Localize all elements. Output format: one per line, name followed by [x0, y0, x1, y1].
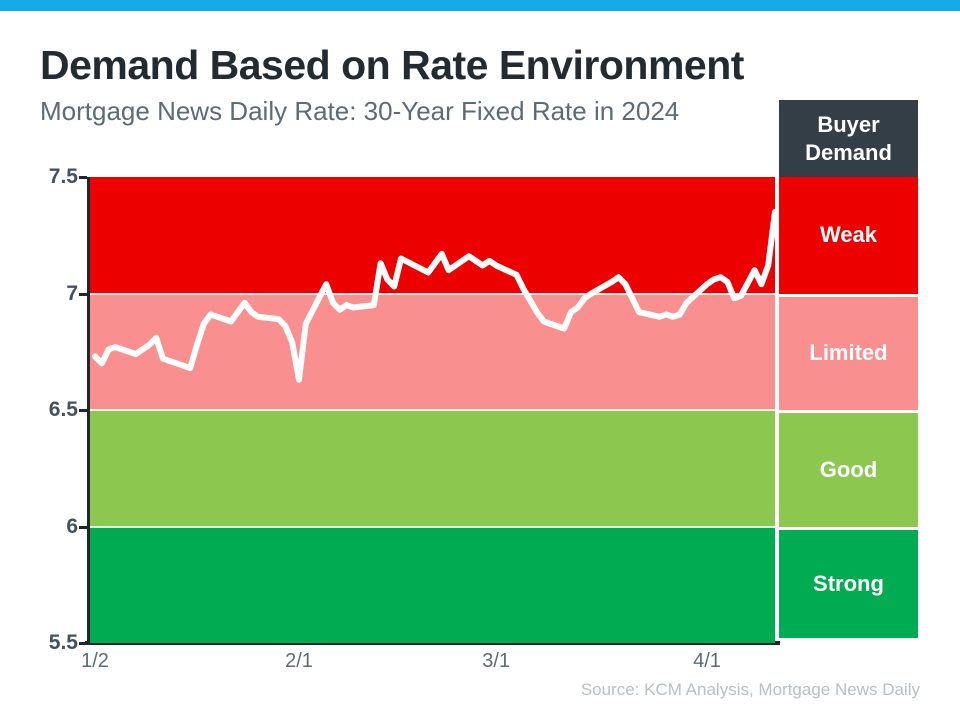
- legend-band-good: Good: [779, 413, 918, 527]
- x-axis-label-3-1: 3/1: [482, 650, 511, 672]
- x-axis-label-4-1: 4/1: [693, 650, 721, 672]
- gridline-6.5: [90, 409, 775, 411]
- page-title: Demand Based on Rate Environment: [40, 42, 744, 88]
- y-tick-5.5: [79, 642, 87, 645]
- chart-plot-area: [90, 177, 775, 643]
- y-tick-7.5: [79, 176, 87, 179]
- legend-label-weak: Weak: [819, 222, 878, 248]
- plot-band-good: [90, 410, 775, 527]
- y-axis-line: [87, 177, 90, 645]
- legend-header: Buyer Demand: [779, 100, 918, 177]
- y-axis-label-6: 6: [66, 514, 78, 538]
- plot-band-limited: [90, 293, 775, 410]
- legend-label-limited: Limited: [809, 340, 888, 366]
- legend-band-limited: Limited: [779, 296, 918, 410]
- legend-label-good: Good: [819, 456, 878, 482]
- y-tick-6.5: [79, 409, 87, 412]
- plot-band-weak: [90, 177, 775, 294]
- x-axis-label-2-1: 2/1: [285, 650, 313, 672]
- y-tick-7: [79, 292, 87, 296]
- y-axis-label-6.5: 6.5: [48, 398, 78, 421]
- rate-line: [92, 209, 775, 383]
- legend-label-strong: Strong: [813, 570, 884, 596]
- gridline-7: [90, 292, 775, 295]
- gridline-6: [90, 525, 775, 528]
- source-note: Source: KCM Analysis, Mortgage News Dail…: [580, 680, 920, 699]
- legend-bands: Weak Limited Good Strong: [779, 177, 918, 638]
- top-accent-bar: [0, 0, 960, 11]
- plot-band-strong: [90, 526, 775, 643]
- y-axis-label-7: 7: [66, 281, 78, 305]
- y-axis-label-7.5: 7.5: [48, 165, 78, 188]
- y-tick-6: [79, 525, 87, 529]
- x-axis-label-1-2: 1/2: [81, 650, 109, 672]
- legend-band-strong: Strong: [779, 529, 918, 638]
- x-axis-line: [85, 641, 780, 645]
- y-axis-label-5.5: 5.5: [48, 631, 78, 654]
- legend-band-weak: Weak: [779, 177, 918, 294]
- page-subtitle: Mortgage News Daily Rate: 30-Year Fixed …: [40, 96, 680, 126]
- rate-line-chart: [92, 209, 775, 383]
